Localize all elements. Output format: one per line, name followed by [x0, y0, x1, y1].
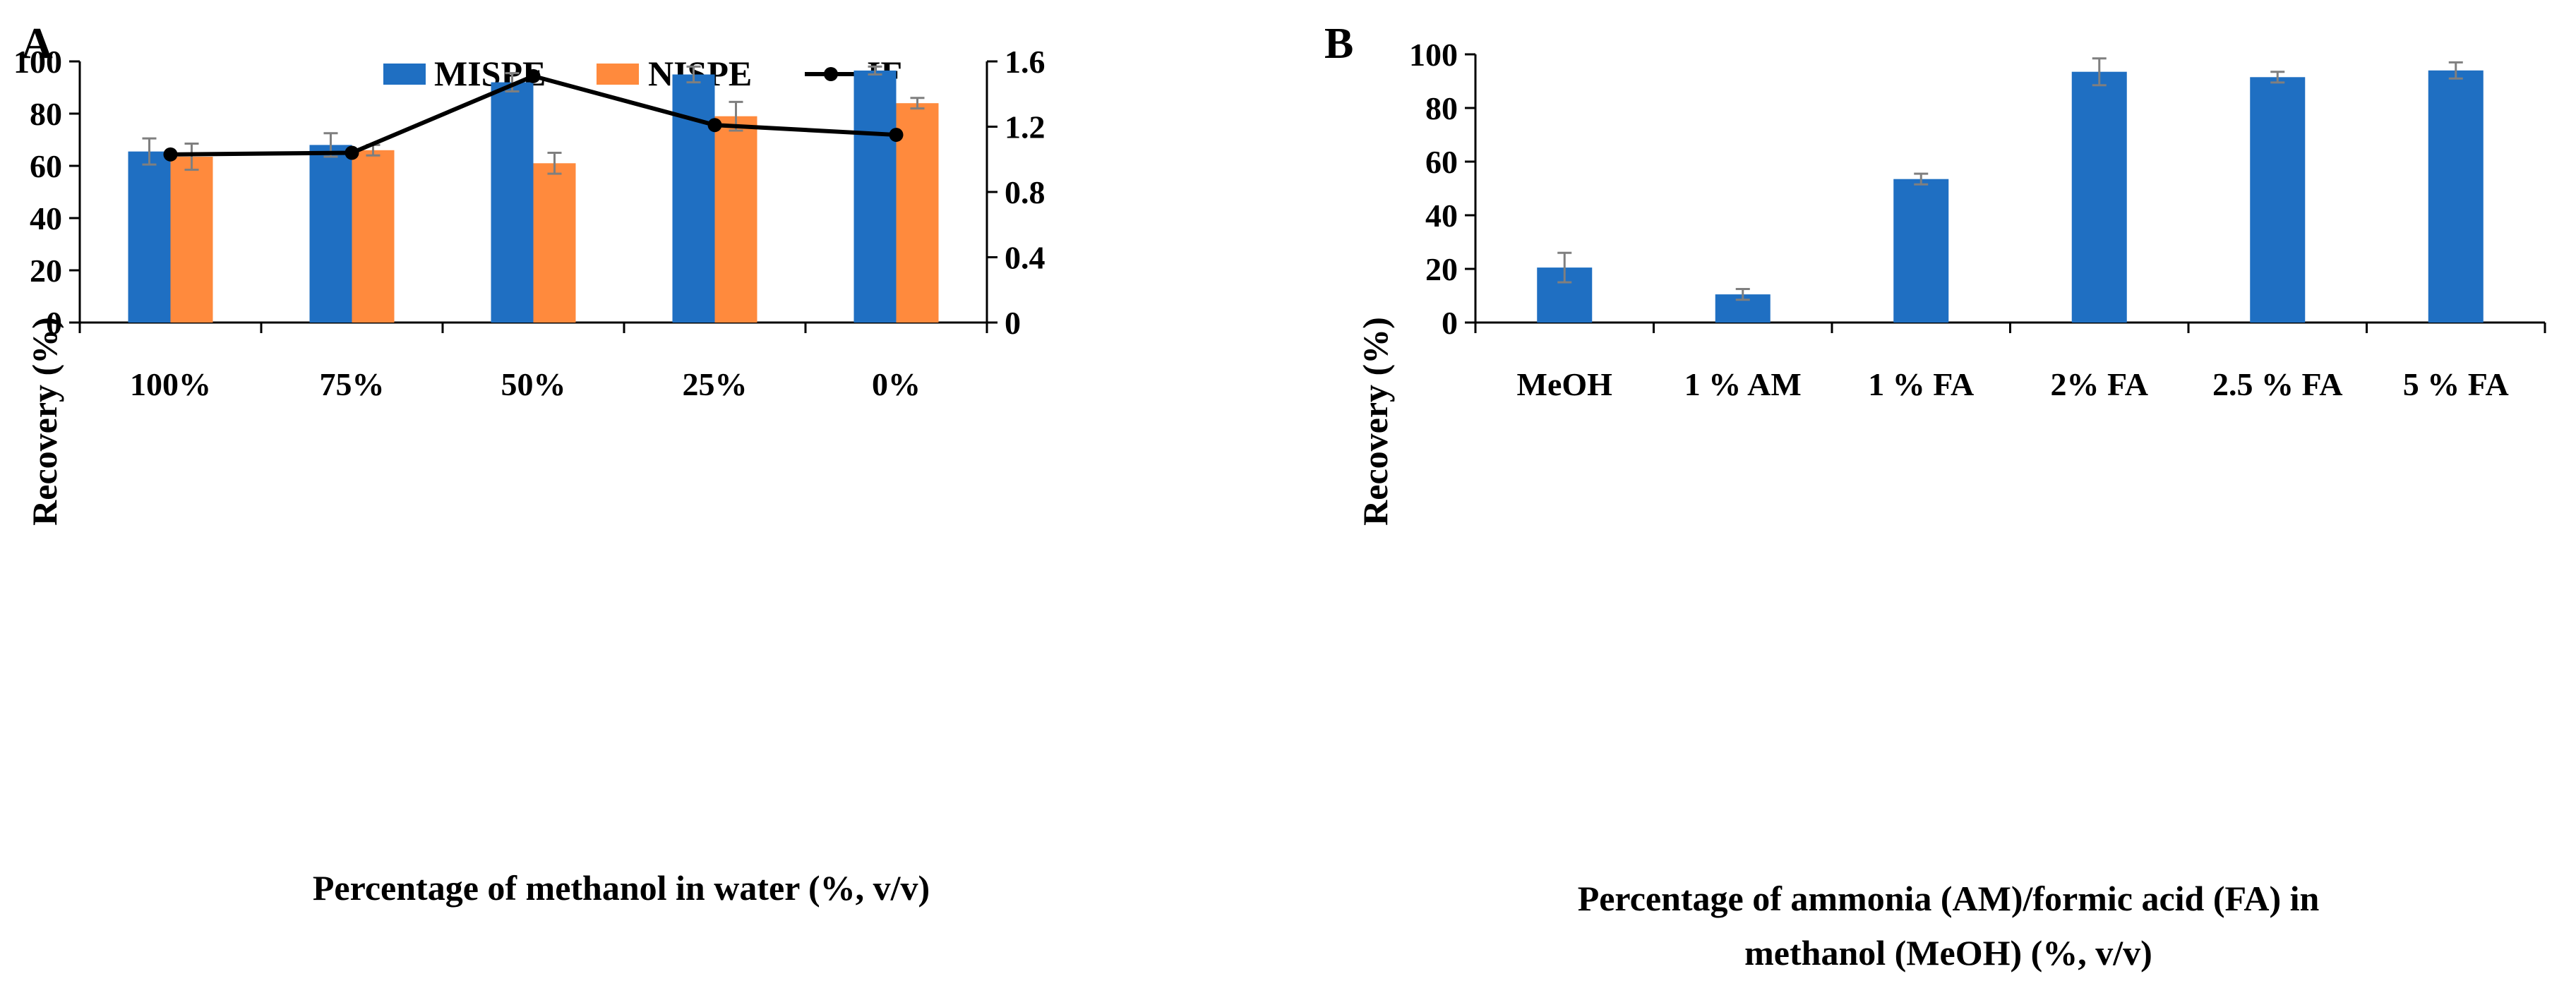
panel-b-bar	[2428, 70, 2484, 323]
panel-a-y2-tick-label: 0	[1005, 305, 1021, 341]
panel-b-bar	[2071, 71, 2127, 323]
panel-a-y2-tick-label: 0.8	[1005, 174, 1046, 210]
panel-a-if-marker	[526, 68, 541, 83]
panel-b-x-tick-label: 1 % AM	[1684, 366, 1802, 402]
panel-b: B 0 20 40 60 80 100 MeOH 1 % AM 1 % FA 2% FA 2.5 %…	[1324, 20, 2546, 973]
panel-b-tick-labels: 0 20 40 60 80 100 MeOH 1 % AM 1 % FA 2% FA 2.5 % F…	[1409, 37, 2509, 402]
panel-a-bar-nispe	[170, 157, 213, 323]
panel-b-bar	[2250, 77, 2306, 323]
panel-b-x-tick-label: 2.5 % FA	[2212, 366, 2342, 402]
panel-b-x-axis-label-line-1: Percentage of ammonia (AM)/formic acid (…	[1578, 879, 2320, 918]
panel-a-bars	[128, 70, 939, 323]
panel-b-bar	[1893, 179, 1949, 323]
panel-a-bar-mispe	[128, 151, 171, 323]
panel-b-y-tick-label: 0	[1442, 305, 1458, 341]
panel-a-if-marker	[163, 147, 178, 162]
panel-a: A MISPE NISPE IF 0 20 40 60 80 100 0 0.4 0.8 1.2 1…	[13, 20, 1046, 908]
panel-a-if-marker	[707, 118, 722, 133]
panel-a-if-marker	[345, 145, 359, 160]
panel-b-y-tick-label: 40	[1425, 198, 1458, 234]
panel-b-x-tick-label: 2% FA	[2051, 366, 2148, 402]
panel-a-bar-nispe	[352, 150, 395, 323]
legend-if-marker	[824, 67, 838, 81]
panel-a-y2-tick-label: 1.6	[1005, 44, 1046, 80]
panel-b-y-tick-label: 20	[1425, 251, 1458, 287]
panel-b-x-tick-label: MeOH	[1517, 366, 1613, 402]
panel-a-x-tick-label: 0%	[872, 366, 921, 402]
panel-a-bar-mispe	[672, 74, 715, 323]
panel-a-bar-mispe	[853, 70, 897, 323]
panel-a-tick-labels: 0 20 40 60 80 100 0 0.4 0.8 1.2 1.6 100% 75% 50% 25% 0%	[13, 44, 1046, 402]
panel-a-y2-tick-label: 1.2	[1005, 109, 1046, 145]
panel-a-bar-nispe	[714, 116, 757, 323]
panel-a-bar-nispe	[533, 163, 576, 323]
panel-a-bar-nispe	[896, 103, 939, 323]
panel-a-bar-mispe	[491, 82, 534, 323]
panel-a-y2-tick-label: 0.4	[1005, 240, 1046, 276]
panel-a-x-tick-label: 75%	[320, 366, 385, 402]
panel-b-bars	[1537, 70, 2484, 323]
panel-a-if-series	[163, 68, 904, 162]
panel-b-x-axis-label-line-2: methanol (MeOH) (%, v/v)	[1744, 933, 2152, 973]
panel-a-error-bars	[142, 65, 925, 175]
panel-b-label: B	[1324, 20, 1353, 68]
panel-a-y-tick-label: 100	[13, 44, 62, 80]
panel-b-axes	[1465, 53, 2546, 333]
panel-a-x-tick-label: 50%	[501, 366, 566, 402]
panel-b-y-tick-label: 80	[1425, 90, 1458, 126]
panel-a-label: A	[21, 20, 53, 68]
panel-b-x-tick-label: 1 % FA	[1868, 366, 1974, 402]
panel-b-y-tick-label: 100	[1409, 37, 1458, 73]
panel-a-x-axis-label: Percentage of methanol in water (%, v/v)	[313, 868, 930, 908]
legend-nispe-swatch	[597, 64, 639, 85]
panel-a-y-tick-label: 80	[30, 96, 62, 132]
panel-a-legend: MISPE NISPE IF	[383, 54, 902, 93]
panel-a-y-axis-label: Recovery (%)	[25, 317, 64, 526]
panel-a-bar-mispe	[309, 145, 352, 323]
panel-a-y-tick-label: 0	[46, 305, 62, 341]
panel-a-y-tick-label: 20	[30, 253, 62, 289]
panel-b-x-tick-label: 5 % FA	[2403, 366, 2509, 402]
panel-b-y-axis-label: Recovery (%)	[1355, 317, 1395, 526]
panel-a-y-tick-label: 60	[30, 148, 62, 184]
legend-mispe-swatch	[383, 64, 426, 85]
panel-a-if-marker	[889, 128, 904, 143]
panel-b-error-bars	[1557, 57, 2463, 301]
panel-b-y-tick-label: 60	[1425, 144, 1458, 180]
panel-a-y-tick-label: 40	[30, 200, 62, 236]
panel-a-x-tick-label: 100%	[130, 366, 211, 402]
panel-a-x-tick-label: 25%	[683, 366, 748, 402]
